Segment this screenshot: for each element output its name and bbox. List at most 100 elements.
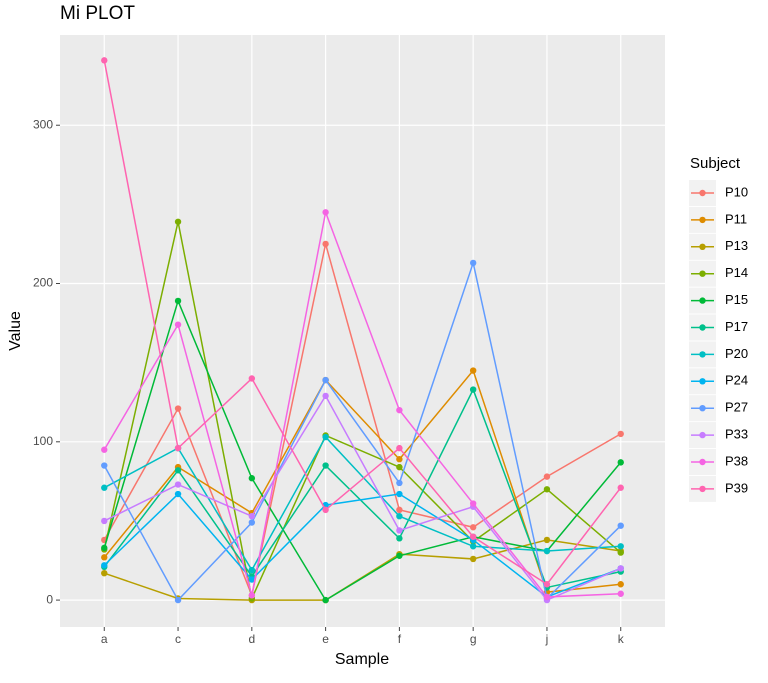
x-tick-label: j (545, 632, 549, 646)
chart-title: Mi PLOT (60, 3, 135, 24)
data-point (469, 386, 477, 393)
data-point (248, 475, 256, 482)
legend-point (699, 243, 706, 250)
y-tick-label: 0 (46, 592, 53, 606)
data-point (101, 517, 108, 525)
data-point (396, 527, 403, 534)
legend-label: P14 (725, 265, 748, 280)
series-line (103, 260, 622, 602)
data-point (322, 209, 329, 216)
data-point (322, 240, 329, 248)
data-point (174, 444, 182, 452)
data-point (543, 473, 551, 480)
data-point (174, 467, 182, 474)
series-line (103, 298, 622, 602)
data-point (617, 430, 624, 438)
data-point (322, 392, 329, 400)
data-point (101, 484, 108, 491)
series-line (103, 60, 622, 586)
data-point (396, 444, 403, 452)
data-point (396, 512, 403, 520)
data-point (396, 463, 403, 471)
data-point (396, 535, 403, 542)
x-tick-label: k (618, 632, 625, 646)
data-point (543, 581, 551, 588)
data-point (617, 459, 624, 466)
data-point (322, 433, 329, 441)
data-point (469, 367, 477, 374)
data-point (543, 536, 551, 544)
data-point (396, 552, 403, 559)
y-axis-label: Value (7, 311, 24, 351)
series-line (103, 243, 622, 598)
plot-panel (60, 35, 665, 627)
data-point (469, 500, 477, 507)
legend-label: P15 (725, 292, 748, 307)
legend-label: P17 (725, 319, 748, 334)
data-point (248, 375, 256, 382)
data-point (396, 406, 403, 414)
legend-point (699, 216, 706, 224)
data-point (322, 506, 329, 514)
legend-point (699, 458, 706, 466)
data-point (322, 376, 329, 384)
data-point (617, 549, 624, 556)
data-point (101, 446, 108, 453)
data-point (101, 462, 108, 469)
legend-label: P20 (725, 346, 748, 361)
data-point (396, 506, 403, 514)
legend-label: P11 (725, 211, 747, 226)
legend-point (699, 485, 706, 493)
series-line (103, 387, 621, 589)
data-point (174, 481, 182, 488)
data-point (101, 554, 108, 561)
legend-point (699, 405, 706, 412)
data-point (248, 592, 256, 599)
data-point (469, 555, 477, 563)
data-point (617, 581, 624, 588)
data-point (174, 218, 182, 225)
data-point (617, 522, 624, 529)
legend-point (699, 270, 706, 277)
data-point (248, 576, 256, 583)
legend-label: P33 (725, 427, 748, 442)
series-line (103, 492, 622, 598)
data-point (396, 479, 403, 487)
series-line (103, 221, 622, 601)
legend-label: P10 (725, 184, 748, 199)
legend-point (699, 351, 706, 358)
data-point (469, 524, 477, 531)
legend-point (699, 189, 706, 197)
data-point (396, 490, 403, 498)
series-line (103, 209, 621, 598)
data-point (248, 519, 256, 526)
x-tick-label: d (248, 632, 255, 646)
legend-point (699, 324, 706, 331)
legend-point (699, 297, 706, 304)
data-point (617, 484, 624, 491)
x-tick-label: a (101, 632, 108, 646)
y-tick-label: 100 (33, 434, 53, 448)
data-point (543, 486, 551, 493)
data-point (174, 490, 182, 498)
legend-point (699, 378, 706, 385)
data-point (396, 456, 403, 463)
data-point (543, 593, 551, 601)
x-tick-label: g (470, 632, 477, 646)
data-point (101, 544, 108, 552)
y-tick-label: 200 (33, 276, 53, 290)
legend-point (699, 431, 706, 439)
series-line (103, 435, 621, 572)
legend-label: P27 (725, 400, 748, 415)
data-point (617, 543, 624, 550)
data-point (543, 547, 551, 555)
legend-label: P24 (725, 373, 748, 388)
data-point (248, 566, 256, 574)
data-point (469, 533, 477, 540)
legend-label: P39 (725, 480, 748, 495)
data-point (469, 543, 477, 550)
data-point (617, 565, 624, 572)
data-point (174, 596, 182, 604)
